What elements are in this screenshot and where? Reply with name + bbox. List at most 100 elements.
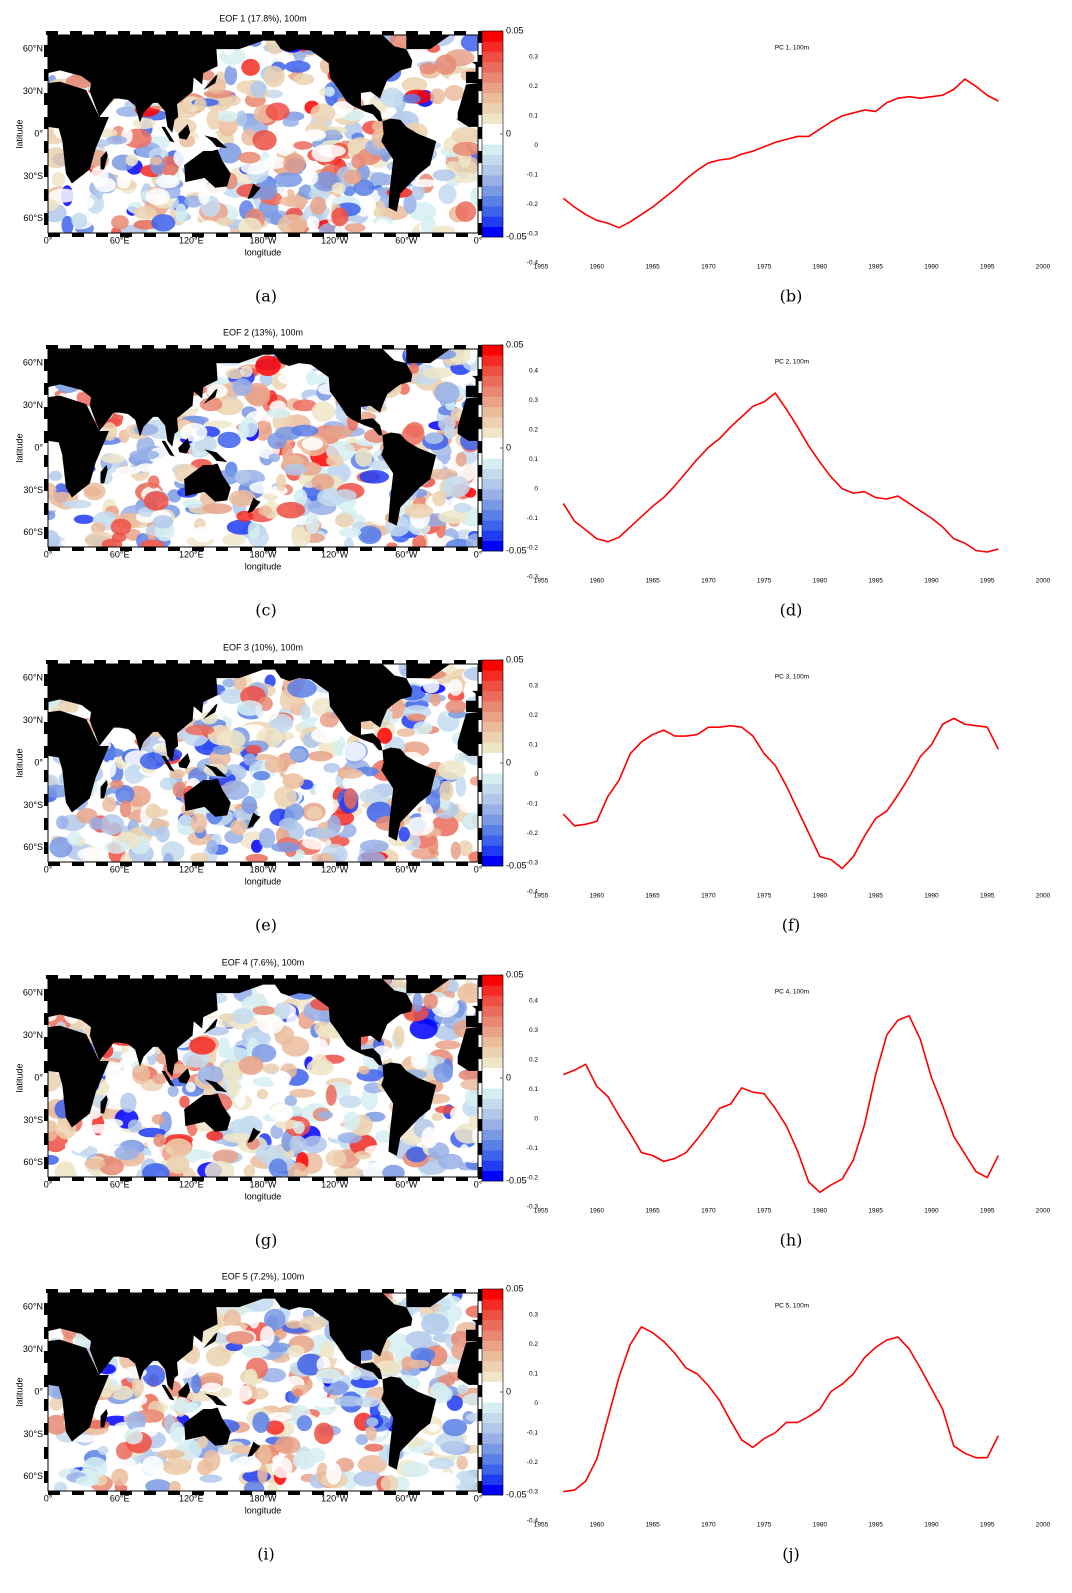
colorbar-tick-label: -0.05 xyxy=(506,1175,527,1185)
field-blob xyxy=(257,1463,268,1484)
field-blob xyxy=(403,193,417,214)
land xyxy=(247,812,261,829)
colorbar-step xyxy=(482,711,503,723)
land xyxy=(406,979,451,994)
field-blob xyxy=(358,525,382,545)
x-tick-label: 1980 xyxy=(813,893,828,900)
y-tick-label: -0.4 xyxy=(527,260,539,267)
field-blob xyxy=(342,1471,358,1491)
field-blob xyxy=(217,110,238,122)
x-tick-label: 60°W xyxy=(395,1179,418,1189)
field-blob xyxy=(54,1164,75,1177)
x-tick-label: 2000 xyxy=(1036,264,1051,271)
x-tick-label: 0° xyxy=(474,549,483,559)
field-blob xyxy=(200,1372,224,1385)
colorbar-step xyxy=(482,345,503,356)
land xyxy=(178,438,191,454)
x-tick-label: 180°W xyxy=(249,1179,277,1189)
colorbar-step xyxy=(482,540,503,552)
field-blob xyxy=(206,1130,224,1141)
field-blob xyxy=(432,490,446,507)
field-blob xyxy=(305,512,320,535)
field-blob xyxy=(380,1474,399,1491)
field-blob xyxy=(274,1002,291,1020)
x-tick-label: 120°E xyxy=(179,1493,204,1503)
land xyxy=(178,1068,191,1084)
field-blob xyxy=(282,117,299,128)
field-blob xyxy=(151,1114,165,1125)
field-blob xyxy=(262,156,287,169)
x-tick-label: 1955 xyxy=(534,1208,549,1215)
land xyxy=(466,1005,478,1028)
field-blob xyxy=(428,835,439,856)
field-blob xyxy=(409,1018,438,1040)
field-blob xyxy=(252,130,277,151)
field-blob xyxy=(264,756,285,773)
land xyxy=(100,150,108,170)
y-tick-label: 0° xyxy=(34,128,43,138)
field-blob xyxy=(431,1112,444,1121)
field-blob xyxy=(410,179,438,188)
field-blob xyxy=(296,1415,313,1432)
colorbar-step xyxy=(482,701,503,712)
land xyxy=(178,753,191,769)
x-tick-label: 1965 xyxy=(645,264,660,271)
field-blob xyxy=(283,696,305,705)
y-tick-label: 30°N xyxy=(23,400,43,410)
colorbar-step xyxy=(482,1350,503,1362)
field-blob xyxy=(282,773,304,790)
field-blob xyxy=(205,420,233,429)
field-blob xyxy=(290,526,311,547)
field-blob xyxy=(227,1371,240,1390)
field-blob xyxy=(459,1144,470,1163)
field-blob xyxy=(217,431,241,449)
field-blob xyxy=(199,136,215,154)
field-blob xyxy=(197,220,220,233)
field-blob xyxy=(231,1445,255,1455)
y-tick-label: 30°S xyxy=(23,800,43,810)
y-tick-label: 0.4 xyxy=(529,368,538,375)
field-blob xyxy=(152,515,174,529)
land xyxy=(203,388,218,405)
land xyxy=(247,497,261,514)
x-tick-label: 1985 xyxy=(868,1522,883,1529)
field-blob xyxy=(453,502,472,514)
field-blob xyxy=(317,1110,334,1120)
field-blob xyxy=(169,769,185,779)
y-axis-label: latitude xyxy=(14,119,24,148)
field-blob xyxy=(212,1149,239,1164)
field-blob xyxy=(463,666,478,681)
field-blob xyxy=(196,1434,208,1449)
y-axis-label: latitude xyxy=(14,1063,24,1092)
field-blob xyxy=(433,743,455,763)
field-blob xyxy=(339,1095,362,1109)
field-blob xyxy=(283,463,307,476)
colorbar-step xyxy=(482,226,503,238)
land xyxy=(204,135,228,149)
field-blob xyxy=(62,499,92,509)
field-blob xyxy=(230,819,248,836)
field-blob xyxy=(64,1140,89,1151)
caption: (j) xyxy=(782,1545,799,1564)
field-blob xyxy=(359,788,382,804)
field-blob xyxy=(105,1064,122,1085)
field-blob xyxy=(162,852,174,862)
field-blob xyxy=(111,1468,129,1487)
field-blob xyxy=(424,432,444,445)
field-blob xyxy=(430,691,441,707)
chart-title: PC 1, 100m xyxy=(775,45,809,52)
field-blob xyxy=(73,514,94,524)
y-tick-label: 0 xyxy=(534,485,538,492)
field-blob xyxy=(401,1462,429,1478)
field-blob xyxy=(382,1164,405,1177)
field-blob xyxy=(90,522,106,534)
field-blob xyxy=(263,65,285,88)
colorbar-step xyxy=(482,1119,503,1130)
field-blob xyxy=(311,1398,340,1408)
field-blob xyxy=(257,1014,284,1035)
colorbar-step xyxy=(482,1371,503,1382)
colorbar-step xyxy=(482,113,503,124)
field-blob xyxy=(182,499,203,509)
field-blob xyxy=(199,1474,223,1483)
field-blob xyxy=(331,207,349,227)
